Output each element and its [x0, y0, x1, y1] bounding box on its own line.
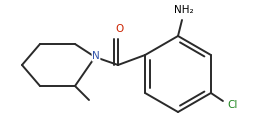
Text: NH₂: NH₂: [174, 5, 194, 15]
Text: Cl: Cl: [228, 100, 238, 110]
Text: N: N: [92, 51, 100, 61]
Text: O: O: [115, 24, 123, 34]
